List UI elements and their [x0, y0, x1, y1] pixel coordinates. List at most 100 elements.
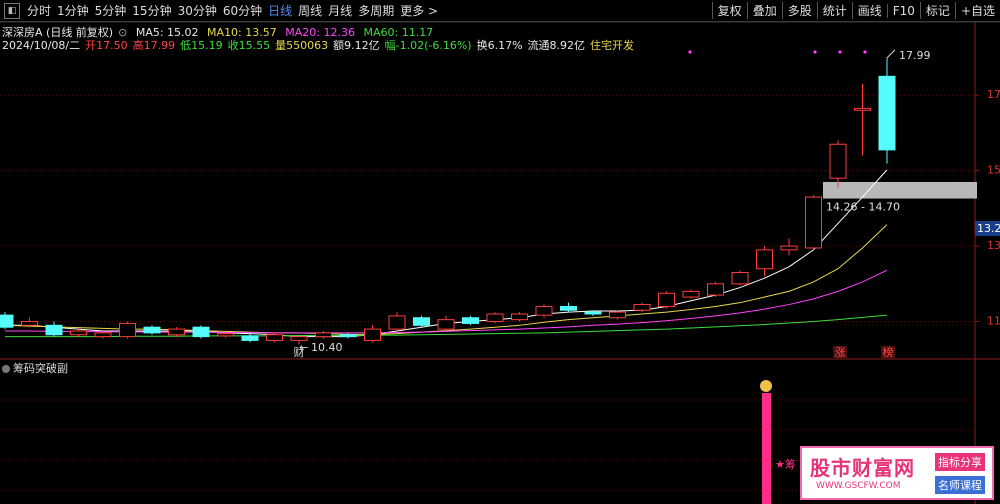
leader [886, 49, 896, 59]
period-tab[interactable]: 月线 [328, 4, 353, 18]
tool-button[interactable]: +自选 [954, 2, 1000, 19]
marker-box [881, 346, 895, 360]
candle-body [21, 321, 38, 326]
ma-line [5, 314, 888, 338]
signal-dot [863, 50, 867, 54]
tool-button[interactable]: 标记 [919, 2, 955, 19]
tool-button[interactable]: 统计 [816, 2, 852, 19]
signal-dot [813, 50, 817, 54]
candle-body [486, 313, 504, 323]
candle-body [364, 328, 381, 341]
candle-body [854, 107, 871, 111]
candle-body [437, 319, 455, 330]
ma60: MA60: 11.17 [363, 26, 434, 39]
candle-body [584, 311, 602, 315]
watermark-tag: 名师课程 [935, 476, 985, 494]
ma-line [5, 169, 888, 338]
tool-button[interactable]: 多股 [781, 2, 817, 19]
period-tab[interactable]: 15分钟 [132, 4, 172, 18]
candle-body [658, 292, 675, 307]
watermark-url: WWW.GSCFW.COM [816, 481, 901, 491]
price-tag: 13.2 [977, 222, 1000, 235]
candle-body [388, 315, 406, 330]
candle-body [94, 332, 112, 338]
period-tab[interactable]: 1分钟 [57, 4, 89, 18]
y-tick-label: 17 [987, 88, 1000, 101]
sub-title: 筹码突破副 [13, 361, 68, 375]
quote-item: 2024/10/08/二 [2, 39, 81, 52]
marker: 财 [294, 345, 305, 359]
candle-body [756, 249, 773, 270]
quote-item: 额9.12亿 [333, 39, 380, 52]
panel-icon [2, 365, 10, 373]
candle-body [290, 336, 308, 341]
stock-name: 深深房A (日线 前复权) [2, 26, 114, 39]
ma10: MA10: 13.57 [207, 26, 277, 39]
y-tick-label: 15 [987, 164, 1000, 177]
quote-item: 幅-1.02(-6.16%) [384, 39, 472, 52]
watermark: 股市财富网 WWW.GSCFW.COM 指标分享 名师课程 [800, 446, 994, 500]
menu-icon[interactable]: ◧ [4, 2, 20, 19]
marker: 榜 [883, 345, 894, 359]
period-tabs: 分时 1分钟 5分钟 15分钟 30分钟 60分钟 日线 周线 月线 多周期 更多 > [24, 2, 441, 19]
candle-body [462, 317, 479, 324]
quote-item: 住宅开发 [590, 39, 635, 52]
marker: 涨 [835, 346, 846, 359]
quote-line: 2024/10/08/二 开17.50 高17.99 低15.19 收15.55 量550… [2, 37, 639, 53]
tool-button[interactable]: 叠加 [746, 2, 782, 19]
candle-body [511, 313, 528, 321]
candle-body [217, 333, 234, 337]
period-tab[interactable]: 多周期 [358, 4, 395, 18]
quote-item: 量550063 [275, 39, 329, 52]
watermark-name: 股市财富网 [810, 456, 915, 480]
candle-body [560, 305, 577, 311]
quote-item: 换6.17% [476, 39, 523, 52]
quote-item: 收15.55 [227, 39, 271, 52]
period-tab[interactable]: 60分钟 [222, 4, 263, 18]
candle-body [45, 324, 63, 336]
tool-button[interactable]: F10 [886, 3, 920, 18]
candle-body [878, 75, 896, 151]
quote-item: 流通8.92亿 [527, 39, 586, 52]
candle-body [339, 334, 357, 338]
low-label: 10.40 [311, 341, 343, 354]
high-label: 17.99 [899, 49, 931, 62]
low-arrow: ← [299, 341, 308, 354]
period-tab[interactable]: 分时 [27, 4, 52, 18]
price-band [823, 181, 977, 199]
candle-body [0, 314, 14, 328]
candle-body [535, 305, 553, 316]
period-tab[interactable]: 日线 [268, 4, 293, 18]
candle-body [143, 326, 161, 334]
period-tab[interactable]: 周线 [298, 4, 323, 18]
candle-body [266, 334, 283, 341]
candle-body [707, 283, 724, 296]
tool-button[interactable]: 复权 [711, 2, 747, 19]
candle-body [633, 304, 651, 311]
quote-item: 开17.50 [85, 39, 128, 52]
candle-body [70, 330, 87, 336]
y-tick-label: 11 [987, 315, 1000, 328]
period-tab[interactable]: 更多 > [400, 4, 439, 18]
sub-overlay: ★筹 [775, 457, 796, 471]
period-tab[interactable]: 30分钟 [177, 4, 217, 18]
header-line: 深深房A (日线 前复权) ⊙ MA5: 15.02 MA10: 13.57 MA… [2, 26, 434, 39]
period-tab[interactable]: 5分钟 [94, 4, 127, 18]
candle-body [805, 196, 822, 249]
toolbar: ◧ 分时 1分钟 5分钟 15分钟 30分钟 60分钟 日线 周线 月线 多周期 更多 > 复权 叠加… [0, 0, 1000, 22]
ma5: MA5: 15.02 [135, 26, 199, 39]
candle-body [731, 271, 749, 285]
candle-body [241, 335, 259, 341]
tool-button[interactable]: 画线 [851, 2, 887, 19]
candle-body [609, 311, 626, 319]
candle-body [682, 290, 700, 298]
candle-body [168, 328, 185, 336]
signal-bar [762, 393, 771, 504]
y-tick-label: 13 [987, 239, 1000, 252]
candle-body [315, 332, 332, 338]
watermark-tag: 指标分享 [935, 453, 985, 471]
signal-icon [760, 380, 772, 392]
marker-box [833, 346, 847, 360]
